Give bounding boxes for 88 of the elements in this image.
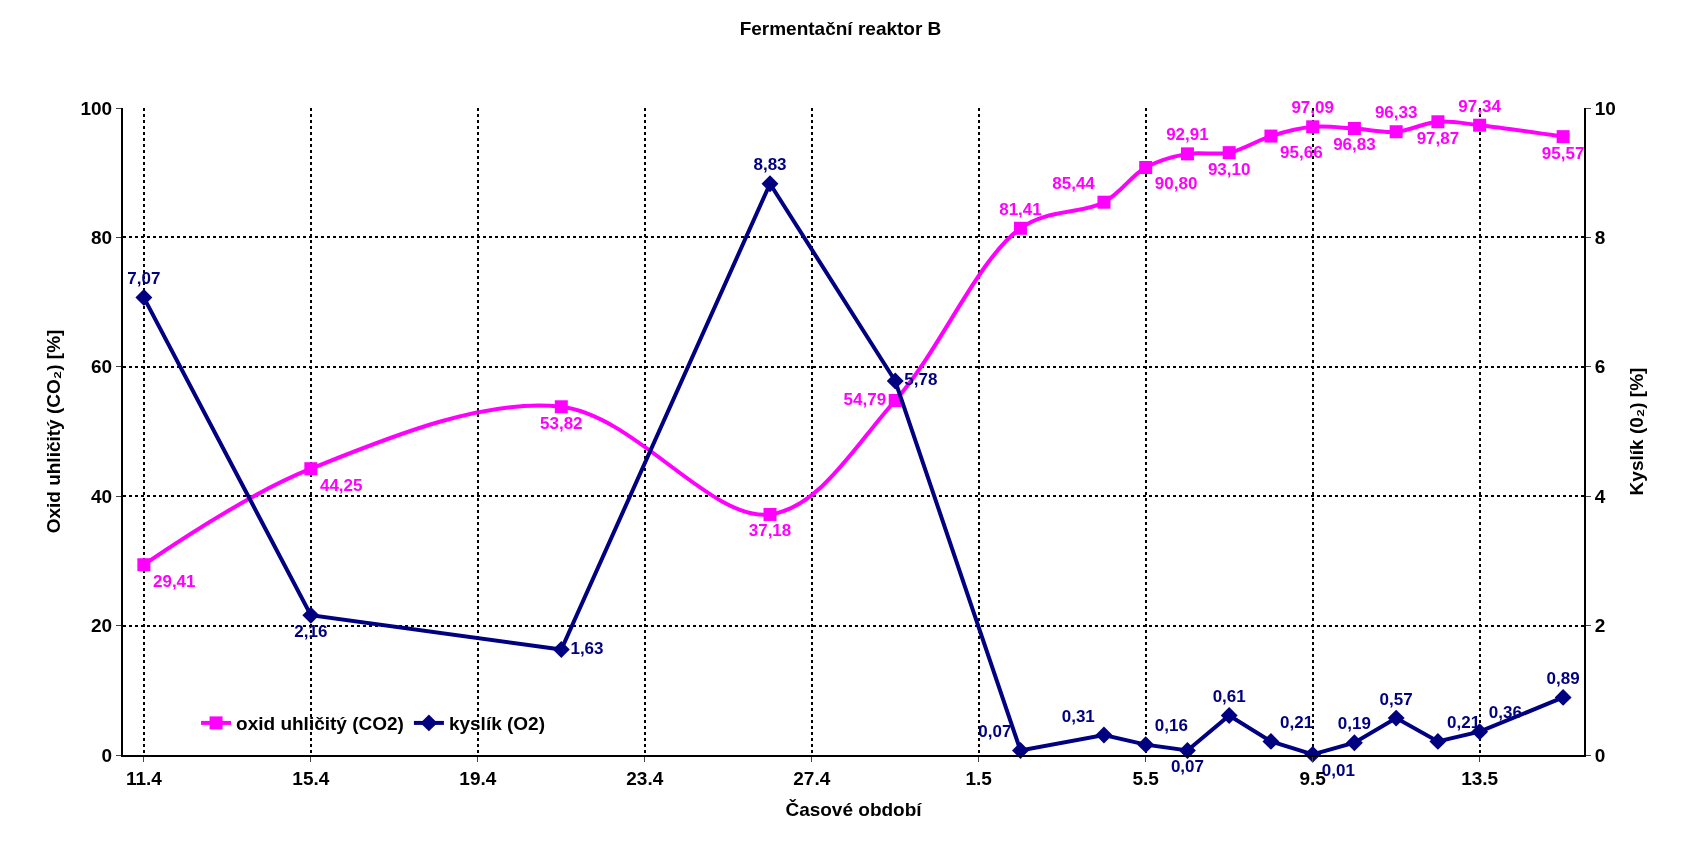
point (761, 175, 779, 193)
point (886, 372, 904, 390)
data-label: 0,16 (1154, 716, 1188, 736)
data-label: 8,83 (753, 155, 787, 175)
data-label: 97,34 (1458, 96, 1502, 116)
data-label: 97,87 (1416, 128, 1460, 148)
data-label: 29,41 (152, 571, 196, 591)
data-label: 0,07 (978, 722, 1012, 742)
y2-axis-title: Kyslík (0₂) [%] (1626, 367, 1648, 496)
point (1012, 742, 1029, 759)
y-tick-label: 0 (101, 744, 113, 766)
data-label: 0,57 (1379, 689, 1413, 709)
legend-label: oxid uhličitý (CO2) (236, 713, 404, 735)
point (304, 462, 318, 476)
point (763, 507, 777, 521)
point (1473, 118, 1487, 132)
data-label: 0,19 (1337, 714, 1371, 734)
x-tick-label: 1.5 (965, 767, 993, 789)
point (1389, 125, 1403, 139)
x-tick-label: 23.4 (626, 767, 664, 789)
chart-title: Fermentační reaktor B (739, 17, 942, 39)
point (1345, 734, 1363, 752)
data-label: 0,21 (1280, 713, 1314, 733)
point (1220, 707, 1238, 724)
y2-tick-label: 0 (1594, 744, 1606, 766)
y-tick-label: 40 (91, 485, 113, 507)
y2-tick-label: 4 (1594, 485, 1606, 507)
point (1347, 122, 1361, 136)
point (1556, 130, 1570, 144)
data-label: 92,91 (1166, 125, 1209, 145)
data-label: 85,44 (1052, 173, 1096, 193)
x-tick-label: 19.4 (459, 767, 497, 789)
point (1264, 129, 1278, 143)
point (1262, 732, 1280, 750)
data-label: 2,16 (294, 622, 328, 642)
point (1387, 709, 1405, 727)
point (1139, 161, 1153, 175)
point (302, 606, 320, 624)
y-tick-label: 100 (80, 97, 113, 119)
y2-tick-label: 10 (1594, 97, 1616, 119)
data-label: 1,63 (570, 638, 604, 658)
data-label: 97,09 (1291, 98, 1334, 118)
y2-tick-label: 8 (1594, 227, 1606, 249)
data-label: 53,82 (540, 413, 583, 433)
x-tick-label: 13.5 (1461, 767, 1499, 789)
data-label: 96,33 (1374, 103, 1418, 123)
point (1306, 120, 1320, 134)
point (554, 400, 568, 414)
x-tick-label: 5.5 (1132, 767, 1160, 789)
point (552, 641, 570, 658)
data-label: 95,66 (1280, 142, 1323, 162)
point (137, 558, 151, 572)
data-label: 7,07 (127, 269, 161, 289)
data-label: 54,79 (843, 389, 887, 409)
y2-tick-label: 2 (1594, 615, 1606, 637)
point (1095, 726, 1113, 744)
point (1137, 736, 1155, 754)
y-axis-title: Oxid uhličitý (CO₂) [%] (42, 329, 64, 534)
y-tick-label: 60 (91, 356, 113, 378)
point (1554, 688, 1572, 706)
data-label: 0,31 (1061, 706, 1095, 726)
x-tick-label: 11.4 (125, 767, 163, 789)
data-label: 0,61 (1212, 687, 1246, 707)
y-tick-label: 80 (91, 227, 113, 249)
x-axis-title: Časové období (785, 799, 923, 821)
data-label: 0,07 (1170, 757, 1204, 777)
data-label: 37,18 (748, 521, 792, 541)
data-label: 0,89 (1546, 669, 1580, 689)
data-label: 81,41 (999, 199, 1042, 219)
data-label: 0,21 (1447, 713, 1481, 733)
point (1178, 742, 1196, 759)
point (1222, 146, 1236, 160)
x-tick-label: 15.4 (292, 767, 330, 789)
y-tick-label: 20 (91, 615, 113, 637)
point (1180, 147, 1194, 161)
data-label: 96,83 (1333, 135, 1376, 155)
point (1431, 115, 1445, 129)
point (1097, 195, 1111, 209)
point (1013, 221, 1027, 235)
data-label: 95,57 (1541, 143, 1585, 163)
data-label: 93,10 (1207, 159, 1251, 179)
x-tick-label: 27.4 (793, 767, 831, 789)
legend-label: kyslík (O2) (448, 713, 546, 735)
data-label: 90,80 (1154, 174, 1198, 194)
y2-tick-label: 6 (1594, 356, 1606, 378)
point (1429, 732, 1447, 750)
data-label: 44,25 (319, 475, 363, 495)
point (135, 289, 153, 307)
